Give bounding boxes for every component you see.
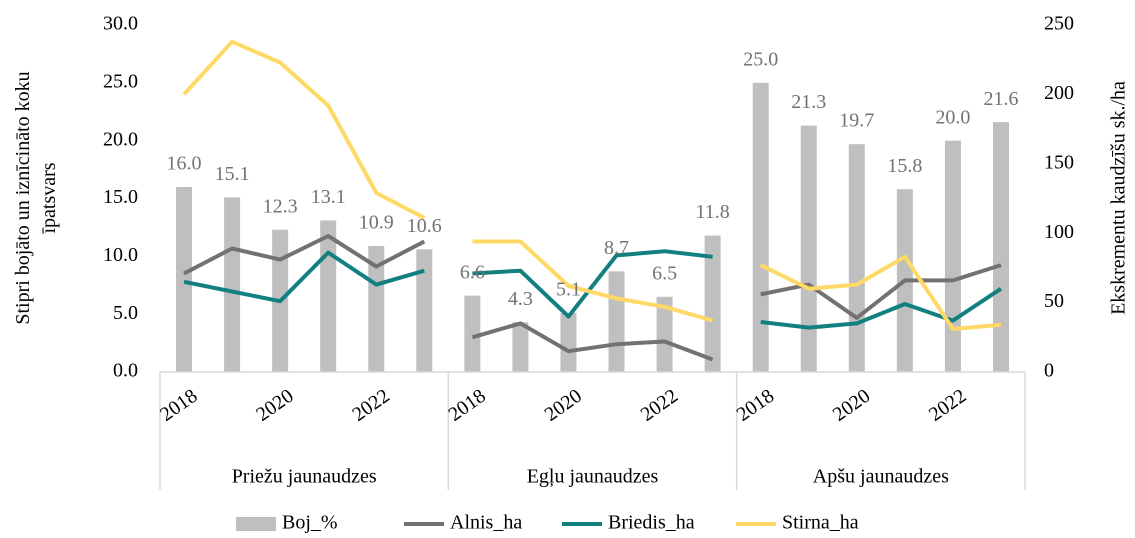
bar [560,313,577,372]
x-tick-label: 2018 [733,385,778,426]
x-tick-label: 2022 [925,385,970,426]
data-label: 6.6 [460,261,485,283]
legend-label: Boj_% [282,512,338,534]
bar [656,296,673,372]
y2-tick-label: 150 [1044,151,1074,173]
data-label: 12.3 [263,195,298,217]
x-tick-label: 2020 [541,385,586,426]
data-label: 13.1 [311,186,346,208]
y-tick-label: 15.0 [103,186,138,208]
line [759,254,1002,331]
y-tick-label: 10.0 [103,244,138,266]
line [472,249,713,319]
y2-tick-label: 250 [1044,13,1074,35]
data-label: 10.9 [359,212,394,234]
bar [464,295,481,372]
data-label: 16.0 [167,153,202,175]
y-tick-label: 20.0 [103,128,138,150]
bar [800,125,817,372]
bar [512,322,529,372]
bar [992,122,1009,372]
x-tick-label: 2020 [252,385,297,426]
x-tick-label: 2020 [829,385,874,426]
y2-tick-label: 200 [1044,82,1074,104]
data-label: 25.0 [743,48,778,70]
group-label: Apšu jaunaudzes [813,466,949,488]
bar [320,220,337,372]
data-label: 21.6 [983,88,1018,110]
y2-tick-label: 50 [1044,290,1064,312]
y-tick-label: 0.0 [113,360,138,382]
data-label: 10.6 [407,215,442,237]
bar [752,82,769,372]
line [760,263,1002,320]
bar [224,197,241,372]
bar [176,186,193,372]
legend-label: Stirna_ha [782,512,859,534]
y2-tick-label: 0 [1044,360,1054,382]
data-label: 20.0 [935,106,970,128]
line [183,234,426,276]
legend-swatch [236,517,276,531]
data-label: 6.5 [652,262,677,284]
line [760,287,1003,330]
line [182,39,426,220]
legend-label: Briedis_ha [608,512,695,534]
bar [368,245,385,372]
line [471,321,714,362]
data-label: 15.8 [887,155,922,177]
bar [848,144,865,372]
x-tick-label: 2018 [444,385,489,426]
legend-label: Alnis_ha [450,512,522,534]
x-tick-label: 2022 [348,385,393,426]
y-tick-label: 5.0 [113,302,138,324]
data-label: 19.7 [839,110,874,132]
y2-tick-label: 100 [1044,221,1074,243]
data-label: 15.1 [215,163,250,185]
data-label: 11.8 [696,201,730,223]
bar [416,249,433,372]
data-label: 4.3 [508,288,533,310]
data-label: 21.3 [791,91,826,113]
x-tick-label: 2018 [156,385,201,426]
bar [608,271,625,372]
line [183,250,425,304]
group-label: Priežu jaunaudzes [232,466,377,488]
y2-axis-title: Ekskrementu kaudzīšu sk./ha [1108,81,1130,315]
group-label: Egļu jaunaudzes [527,466,659,488]
y-axis-title: Stipri bojāto un iznīcināto koku īpatsvar… [12,71,60,324]
x-tick-label: 2022 [637,385,682,426]
y-tick-label: 30.0 [103,13,138,35]
bar [944,140,961,372]
bar [704,235,721,372]
line [472,239,714,323]
data-label: 8.7 [604,237,629,259]
y-tick-label: 25.0 [103,70,138,92]
data-label: 5.1 [556,279,581,301]
